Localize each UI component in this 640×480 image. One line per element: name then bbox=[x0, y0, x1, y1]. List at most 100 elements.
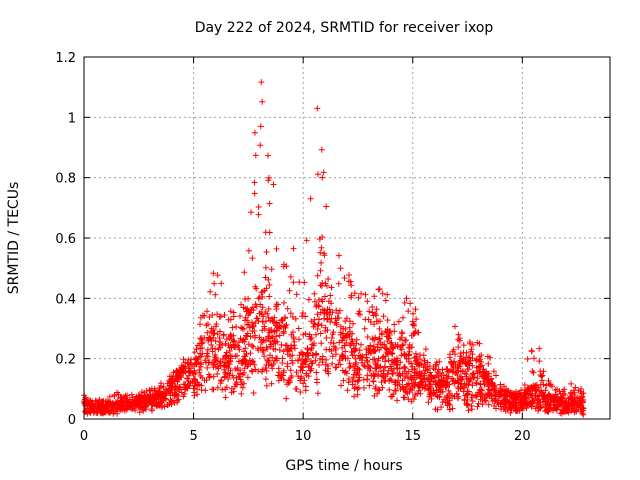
data-point bbox=[399, 342, 406, 349]
data-point bbox=[562, 392, 568, 398]
data-point bbox=[315, 297, 322, 303]
data-point bbox=[379, 384, 386, 391]
data-point bbox=[390, 359, 397, 366]
data-point bbox=[372, 384, 379, 390]
data-point bbox=[227, 355, 234, 362]
data-point bbox=[283, 263, 290, 270]
data-point bbox=[197, 314, 204, 321]
data-point bbox=[433, 379, 440, 386]
data-point bbox=[249, 328, 256, 335]
data-point bbox=[314, 379, 320, 386]
data-point bbox=[359, 359, 366, 366]
data-point bbox=[305, 296, 312, 303]
data-point bbox=[229, 324, 236, 331]
axis-ticks: 0 0.2 0.4 0.6 0.8 1 1.2 0 5 10 15 20 bbox=[55, 51, 610, 444]
data-point bbox=[305, 373, 312, 380]
data-point bbox=[318, 340, 325, 347]
data-point bbox=[265, 152, 271, 159]
data-point bbox=[85, 397, 92, 404]
data-point bbox=[291, 342, 298, 349]
x-tick-label: 0 bbox=[80, 429, 88, 444]
data-point bbox=[284, 360, 291, 367]
y-tick-label: 1.2 bbox=[55, 51, 76, 66]
data-point bbox=[250, 307, 257, 314]
data-point bbox=[407, 300, 414, 307]
data-point bbox=[247, 333, 254, 340]
data-point bbox=[536, 345, 543, 352]
data-point bbox=[495, 401, 502, 408]
data-point bbox=[474, 403, 481, 410]
data-point bbox=[351, 393, 358, 400]
data-point bbox=[218, 377, 225, 383]
data-point bbox=[538, 403, 545, 410]
data-point bbox=[457, 350, 464, 357]
data-point bbox=[484, 353, 491, 360]
data-point bbox=[445, 387, 452, 394]
data-point bbox=[433, 359, 440, 366]
data-point bbox=[270, 318, 277, 325]
data-point bbox=[257, 142, 264, 149]
data-point bbox=[228, 389, 235, 396]
data-point bbox=[349, 352, 356, 359]
data-point bbox=[412, 306, 419, 313]
data-point bbox=[353, 336, 360, 343]
data-point bbox=[108, 403, 115, 409]
data-point bbox=[525, 385, 531, 391]
data-point bbox=[233, 323, 240, 330]
data-point bbox=[265, 306, 272, 312]
data-point bbox=[176, 368, 183, 375]
data-point bbox=[222, 386, 229, 393]
data-point bbox=[463, 392, 470, 399]
data-point bbox=[425, 387, 432, 394]
data-point bbox=[278, 316, 285, 323]
data-point bbox=[314, 272, 321, 279]
data-point bbox=[502, 397, 509, 404]
data-point bbox=[392, 341, 399, 348]
data-point bbox=[481, 381, 488, 388]
data-point bbox=[346, 324, 353, 331]
data-point bbox=[257, 123, 264, 130]
data-point bbox=[127, 401, 134, 408]
data-point bbox=[262, 274, 269, 281]
data-point bbox=[218, 280, 225, 287]
data-point bbox=[444, 366, 451, 373]
data-point bbox=[550, 407, 556, 414]
data-point bbox=[221, 312, 228, 318]
data-point bbox=[466, 377, 473, 384]
data-point bbox=[310, 323, 317, 330]
data-point bbox=[363, 346, 370, 353]
data-point bbox=[248, 209, 254, 216]
data-point bbox=[454, 372, 461, 378]
data-point bbox=[437, 386, 444, 393]
data-point bbox=[198, 353, 205, 360]
data-point bbox=[123, 394, 130, 401]
data-point bbox=[386, 386, 393, 393]
data-point bbox=[268, 362, 275, 369]
data-point bbox=[288, 345, 295, 352]
data-point bbox=[352, 361, 359, 368]
data-point bbox=[264, 357, 271, 363]
data-point bbox=[463, 361, 470, 368]
data-point bbox=[256, 294, 263, 301]
data-point bbox=[239, 325, 246, 332]
data-point bbox=[227, 331, 234, 338]
data-point bbox=[398, 329, 405, 336]
data-point bbox=[407, 386, 414, 393]
data-point bbox=[100, 407, 107, 413]
data-point bbox=[245, 247, 252, 254]
data-point bbox=[208, 337, 215, 344]
data-point bbox=[432, 406, 439, 413]
data-point bbox=[354, 369, 361, 376]
data-point bbox=[375, 318, 382, 325]
data-point bbox=[362, 291, 369, 298]
data-point bbox=[359, 352, 366, 359]
data-point bbox=[538, 387, 544, 394]
data-point bbox=[406, 348, 413, 355]
data-point bbox=[299, 310, 306, 316]
data-point bbox=[164, 402, 171, 408]
data-point bbox=[345, 278, 352, 285]
data-point bbox=[307, 367, 314, 374]
data-point bbox=[212, 345, 219, 352]
data-point bbox=[496, 391, 503, 398]
data-point bbox=[316, 316, 322, 323]
